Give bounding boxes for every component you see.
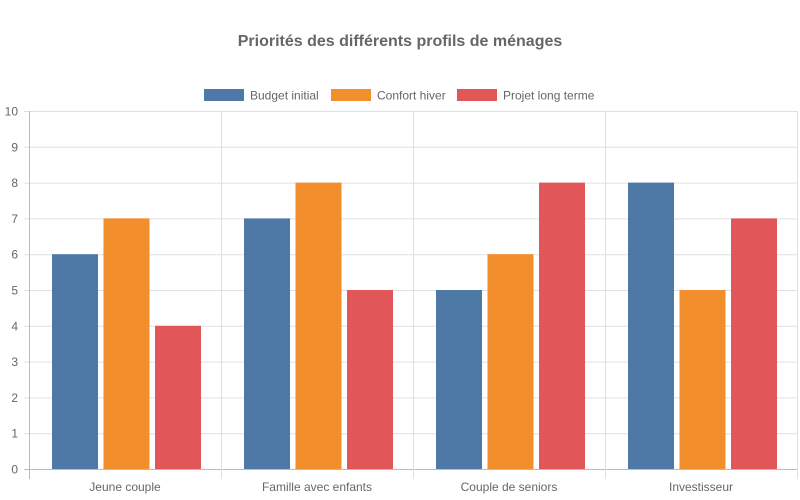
legend-label: Confort hiver <box>377 89 446 103</box>
bar-budget-initial <box>244 218 290 469</box>
bar-budget-initial <box>628 182 674 469</box>
grid <box>24 111 798 479</box>
bars <box>52 182 777 469</box>
legend-swatch <box>204 89 244 101</box>
bar-projet-long-terme <box>539 182 585 469</box>
legend-swatch <box>331 89 371 101</box>
y-tick-label: 5 <box>11 284 18 298</box>
chart-title: Priorités des différents profils de ména… <box>238 33 563 50</box>
bar-confort-hiver <box>103 218 150 469</box>
x-axis: Jeune couple Famille avec enfants Couple d… <box>89 480 733 494</box>
legend-swatch <box>457 89 497 101</box>
legend-label: Budget initial <box>250 89 319 103</box>
y-tick-label: 7 <box>11 212 18 226</box>
y-axis: 0 1 2 3 4 5 6 7 8 9 10 <box>5 105 19 477</box>
y-tick-label: 6 <box>11 248 18 262</box>
bar-confort-hiver <box>487 254 534 469</box>
y-tick-label: 3 <box>11 355 18 369</box>
y-tick-label: 0 <box>11 463 18 477</box>
bar-budget-initial <box>52 254 98 469</box>
y-tick-label: 10 <box>5 105 19 119</box>
bar-projet-long-terme <box>731 218 777 469</box>
y-tick-label: 2 <box>11 391 18 405</box>
y-tick-label: 9 <box>11 140 18 154</box>
y-tick-label: 4 <box>11 319 18 333</box>
legend: Budget initial Confort hiver Projet long t… <box>204 89 595 103</box>
bar-projet-long-terme <box>155 325 201 469</box>
x-tick-label: Couple de seniors <box>461 480 558 494</box>
bar-projet-long-terme <box>347 290 393 469</box>
x-tick-label: Famille avec enfants <box>262 480 372 494</box>
bar-budget-initial <box>436 290 482 469</box>
x-tick-label: Jeune couple <box>89 480 161 494</box>
bar-confort-hiver <box>679 290 726 469</box>
legend-label: Projet long terme <box>503 89 595 103</box>
bar-confort-hiver <box>295 182 342 469</box>
y-tick-label: 8 <box>11 176 18 190</box>
x-tick-label: Investisseur <box>669 480 733 494</box>
y-tick-label: 1 <box>11 427 18 441</box>
